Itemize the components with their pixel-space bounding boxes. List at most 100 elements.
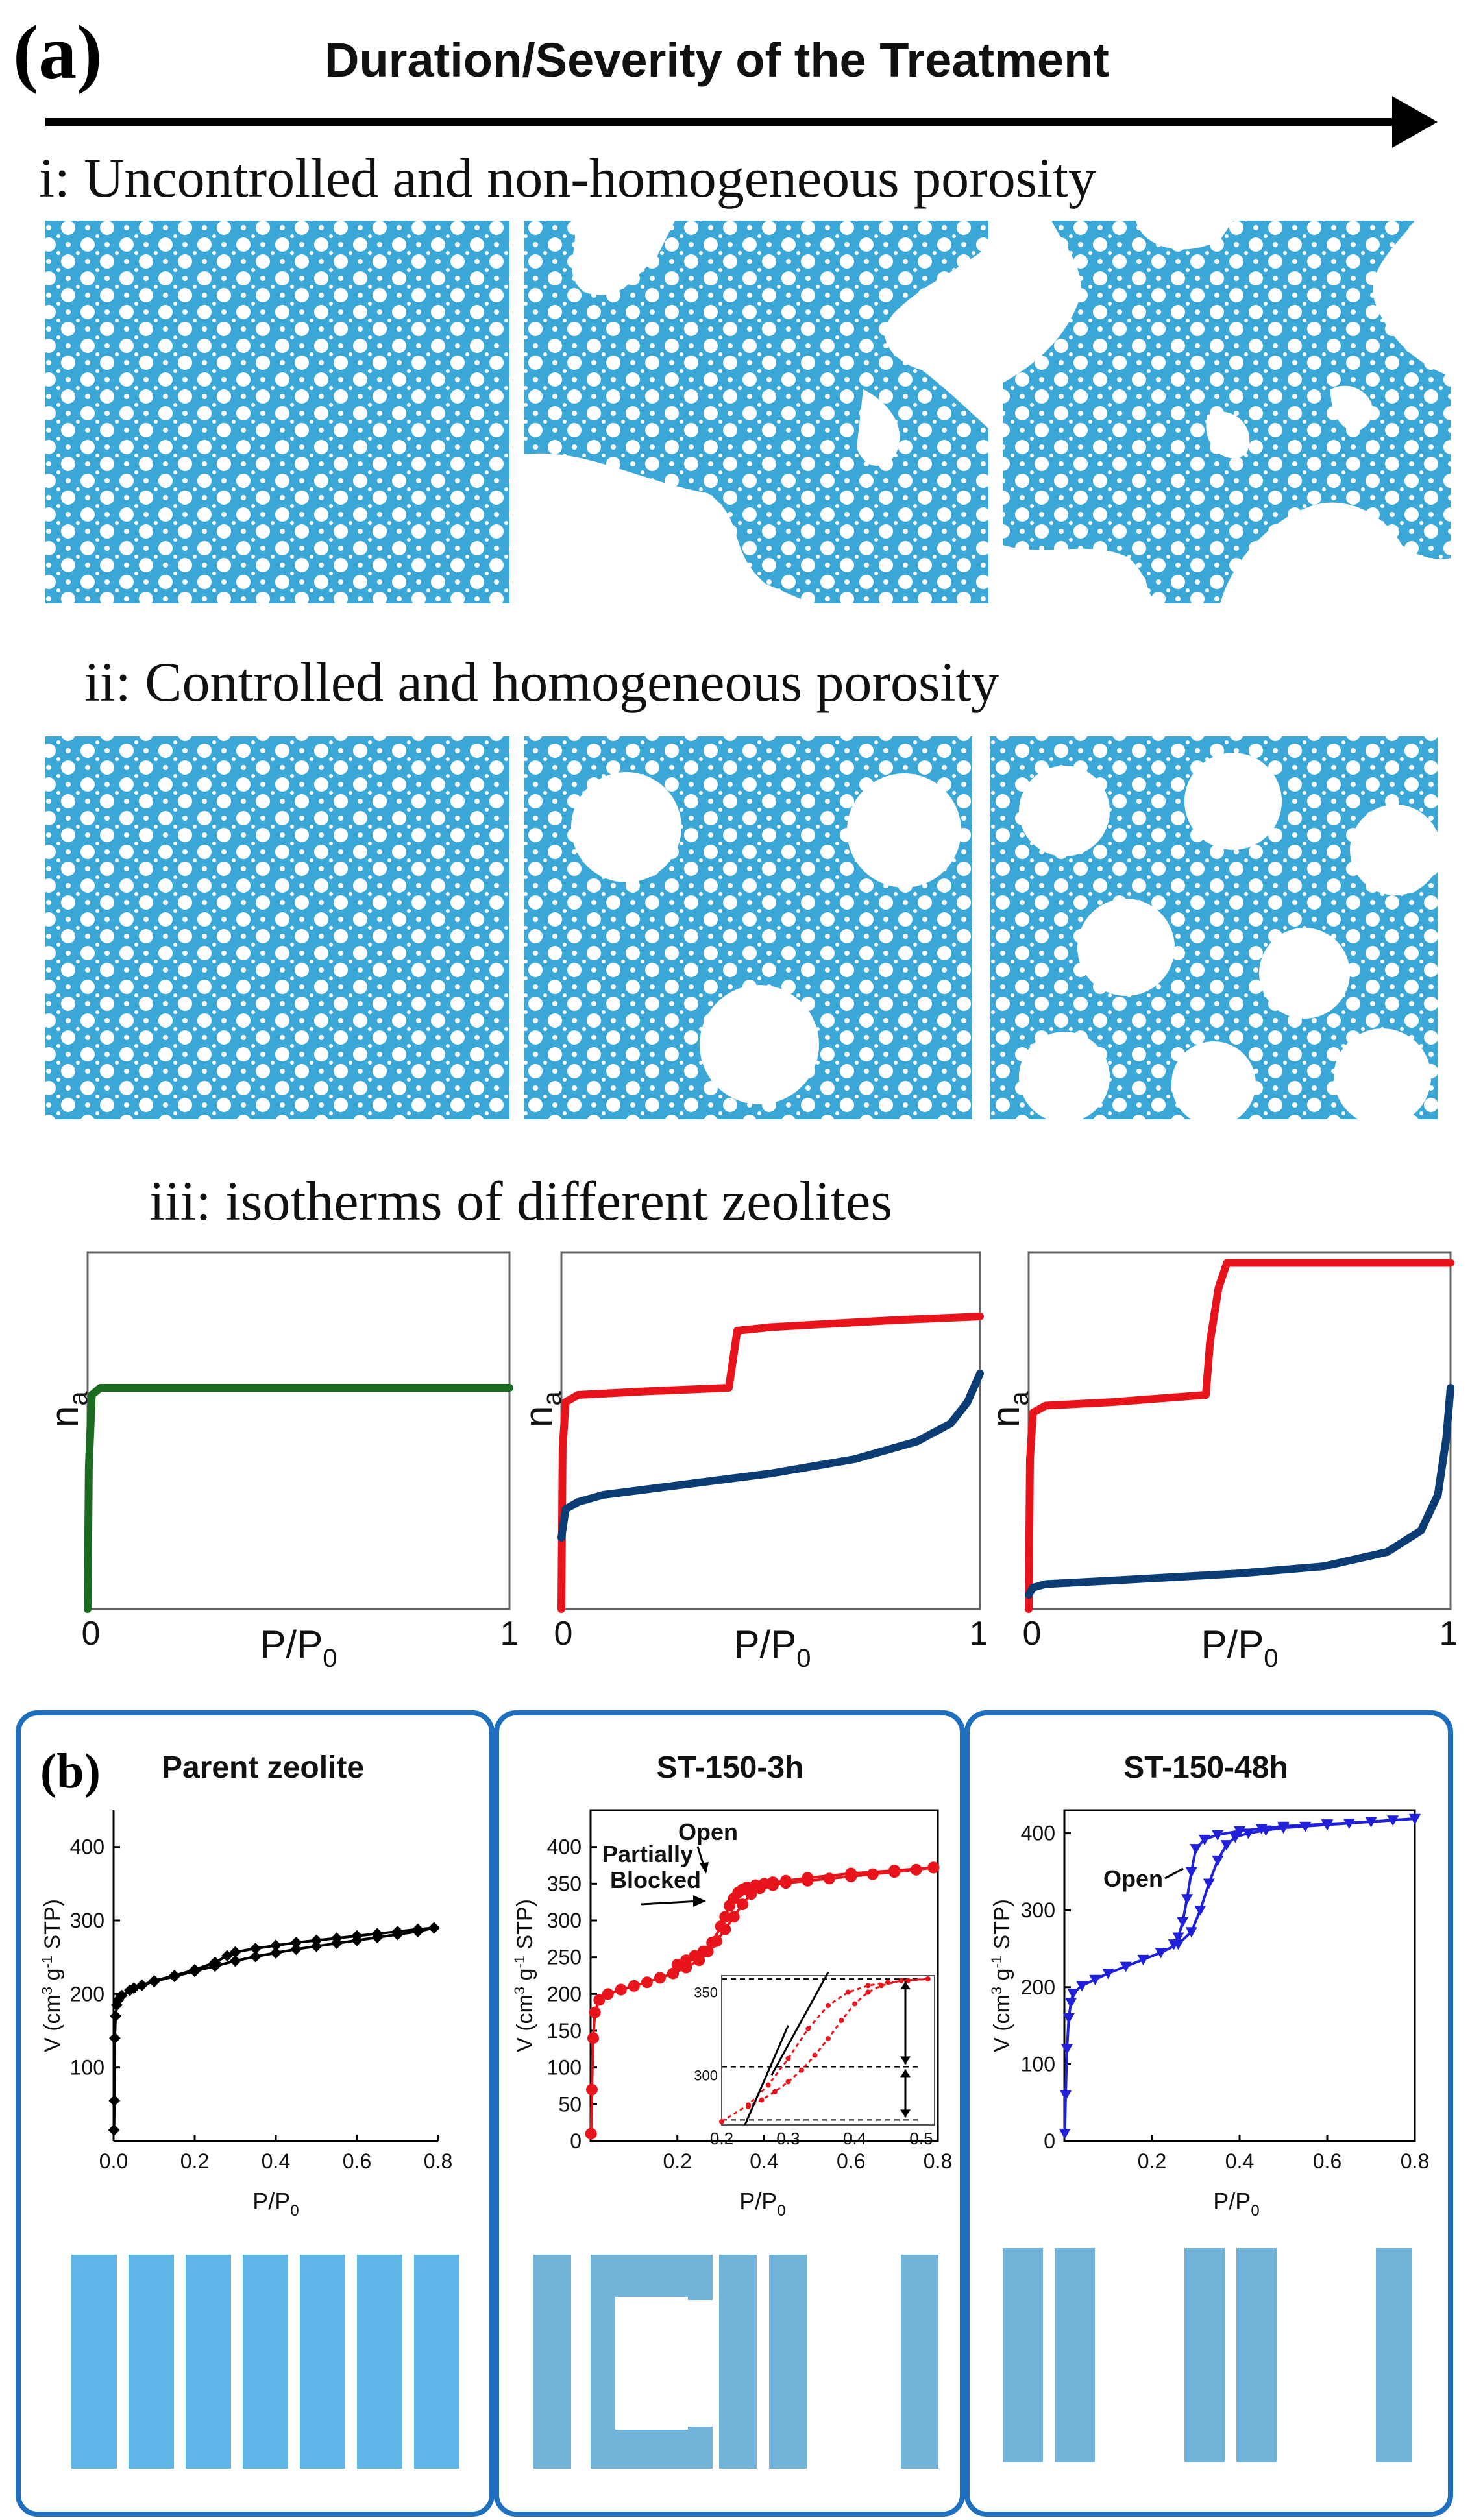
st3h-adsorption-point [589,2006,601,2018]
st3h-ytick-label: 300 [547,1909,582,1932]
st3h-desorption-point [779,1874,792,1887]
st3h-adsorption-point [587,2032,600,2044]
st3h-open-label: Open [678,1819,738,1845]
st48h-desorption-point [1234,1826,1245,1837]
st3h-xtick-label: 0.4 [750,2150,778,2173]
plot-st48h-frame [1063,1809,1416,2142]
isotherm-2-labels: na 0 1 P/P0 [517,1391,988,1673]
inset-desorption-point [759,2097,765,2103]
inset-desorption-point [839,2018,844,2023]
st48h-adsorption-point [1076,1981,1088,1992]
inset-xtick-label: 0.2 [710,2129,733,2148]
st3h-desorption-point [724,1900,735,1912]
inset-tangent-line [770,1972,829,2076]
inset-xtick-label: 0.5 [909,2129,933,2148]
inset-adsorption-point [785,2055,791,2061]
isotherm-1-frame [86,1251,511,1610]
st48h-xtick-label: 0.4 [1225,2150,1254,2173]
st3h-adsorption-point [602,1988,614,2000]
inset-desorption-point [852,2001,857,2007]
parent-desorption-point [189,1963,201,1976]
st3h-xtick-label: 0.2 [663,2150,692,2173]
parent-ytick-label: 200 [70,1982,104,2005]
st3h-adsorption-point [628,1980,640,1992]
st3h-ytick-label: 100 [547,2056,582,2079]
plot-st48h-ylabel: V (cm3 g-1 STP) [988,1899,1014,2052]
isotherm-1-micropore-line [84,1384,513,1613]
st3h-bar [901,2255,938,2469]
parent-adsorption-point [270,1946,282,1959]
st3h-pore-bars [533,2255,938,2469]
st48h-xtick-label: 0.6 [1313,2150,1341,2173]
st48h-ytick-label: 400 [1021,1822,1055,1845]
inset-desorption-point [799,2067,804,2073]
st3h-desorption-point [680,1954,692,1967]
parent-desorption-point [249,1943,262,1955]
parent-adsorption-point [116,1989,128,2002]
card-parent-title: Parent zeolite [162,1751,364,1785]
row-i-tile-3 [1003,221,1451,603]
st48h-adsorption-point [1065,1998,1077,2009]
parent-desorption-point [371,1928,384,1940]
st48h-adsorption-point [1137,1954,1149,1966]
card-st48h-title: ST-150-48h [1123,1751,1288,1785]
parent-adsorption-point [310,1940,323,1952]
st48h-adsorption-point [1194,1905,1207,1917]
st3h-adsorption-point [866,1868,879,1880]
st48h-desorption-point [1365,1817,1377,1828]
st48h-desorption-point [1168,1939,1180,1950]
isotherm-2-xlabel: P/P0 [734,1623,811,1673]
st48h-desorption-point [1190,1844,1202,1855]
st3h-desorption-point [758,1878,770,1890]
st48h-adsorption-point [1102,1969,1114,1980]
st48h-adsorption-point [1203,1878,1215,1889]
row-i-tile-1 [45,221,509,603]
st3h-desorption-point [697,1945,709,1957]
row-ii-tile-2 [524,736,972,1119]
parent-adsorption-point [108,2032,121,2044]
plot-st48h-xlabel: P/P0 [1213,2188,1259,2220]
st48h-adsorption-point [1060,2090,1072,2101]
parent-desorption-point [270,1939,282,1952]
row-i-title: i: Uncontrolled and non-homogeneous poro… [39,147,1096,209]
inset-ytick-label: 300 [694,2067,718,2083]
treatment-arrow-title: Duration/Severity of the Treatment [325,33,1109,87]
plot-st3h-ylabel: V (cm3 g-1 STP) [511,1899,537,2052]
inset-adsorption-point [845,1989,851,1995]
st3h-adsorption-point [728,1911,740,1923]
isotherm-1-xtick-0: 0 [82,1615,101,1653]
isotherm-3-labels: na 0 1 P/P0 [984,1391,1458,1673]
inset-xtick-label: 0.4 [843,2129,866,2148]
panel-b-label: (b) [40,1744,101,1799]
st48h-desorption-point [1199,1834,1210,1846]
st48h-bar [1236,2248,1277,2462]
plot-st3h-xlabel: P/P0 [739,2188,785,2220]
st48h-bar [1055,2248,1095,2462]
st3h-adsorption-point [585,2127,597,2140]
st48h-adsorption-point [1059,2128,1071,2140]
parent-desorption-point [290,1937,302,1948]
st3h-desorption-point [671,1959,683,1970]
st3h-xtick-label: 0.6 [837,2150,865,2173]
st48h-desorption-point [1409,1813,1421,1825]
inset-frame [721,1975,935,2126]
st3h-desorption-point [845,1867,857,1880]
st48h-desorption-point [1212,1830,1224,1841]
st48h-adsorption-point [1120,1961,1132,1972]
isotherm-2-adsorption-line [557,1313,984,1613]
isotherm-2-xtick-0: 0 [554,1615,573,1653]
st3h-desorption-point [802,1872,814,1884]
inset-arrowhead [900,2056,911,2065]
st48h-ytick-label: 100 [1021,2052,1055,2076]
st48h-adsorption-point [1089,1974,1101,1985]
st48h-adsorption-point [1067,1989,1079,2000]
st48h-ytick-label: 0 [1044,2129,1055,2153]
row-ii-tile-3 [990,736,1441,1126]
st3h-bar [719,2255,757,2469]
pore-schematics [71,2248,1412,2469]
parent-desorption-point [428,1922,440,1934]
parent-desorption-point [330,1932,343,1945]
st3h-desorption-point [719,1911,731,1923]
parent-desorption-point [391,1926,404,1937]
